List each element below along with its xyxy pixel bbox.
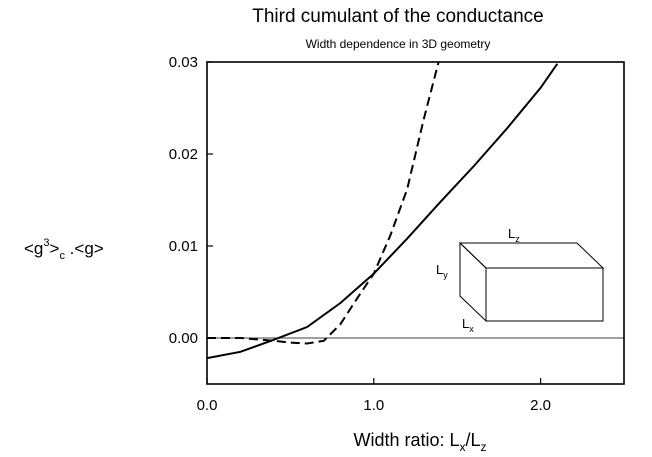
series-dashed-line bbox=[207, 62, 440, 345]
x-axis-label: Width ratio: Lx/Lz bbox=[353, 430, 486, 454]
inset-box-side bbox=[459, 241, 487, 323]
chart-title: Third cumulant of the conductance bbox=[252, 6, 544, 27]
inset-box-front bbox=[485, 267, 604, 322]
plot-frame bbox=[206, 61, 625, 385]
chart-subtitle: Width dependence in 3D geometry bbox=[306, 37, 491, 51]
series-solid-line bbox=[207, 63, 559, 360]
x-tick-label: 0.0 bbox=[197, 397, 218, 414]
inset-label-lz: Lz bbox=[508, 226, 520, 244]
y-tick-label: 0.01 bbox=[169, 238, 198, 255]
inset-label-lx: Lx bbox=[462, 316, 474, 334]
y-tick-label: 0.02 bbox=[169, 146, 198, 163]
x-tick-label: 1.0 bbox=[363, 397, 384, 414]
y-axis-label: <g3>c .<g> bbox=[24, 237, 104, 262]
y-tick-label: 0.00 bbox=[169, 330, 198, 347]
inset-box-diagram: Lz Ly Lx bbox=[436, 226, 605, 334]
y-tick-label: 0.03 bbox=[169, 54, 198, 71]
y-ticks: 0.00 0.01 0.02 0.03 bbox=[169, 54, 213, 347]
x-tick-label: 2.0 bbox=[530, 397, 551, 414]
inset-label-ly: Ly bbox=[436, 262, 448, 280]
x-ticks: 0.0 1.0 2.0 bbox=[197, 378, 551, 414]
